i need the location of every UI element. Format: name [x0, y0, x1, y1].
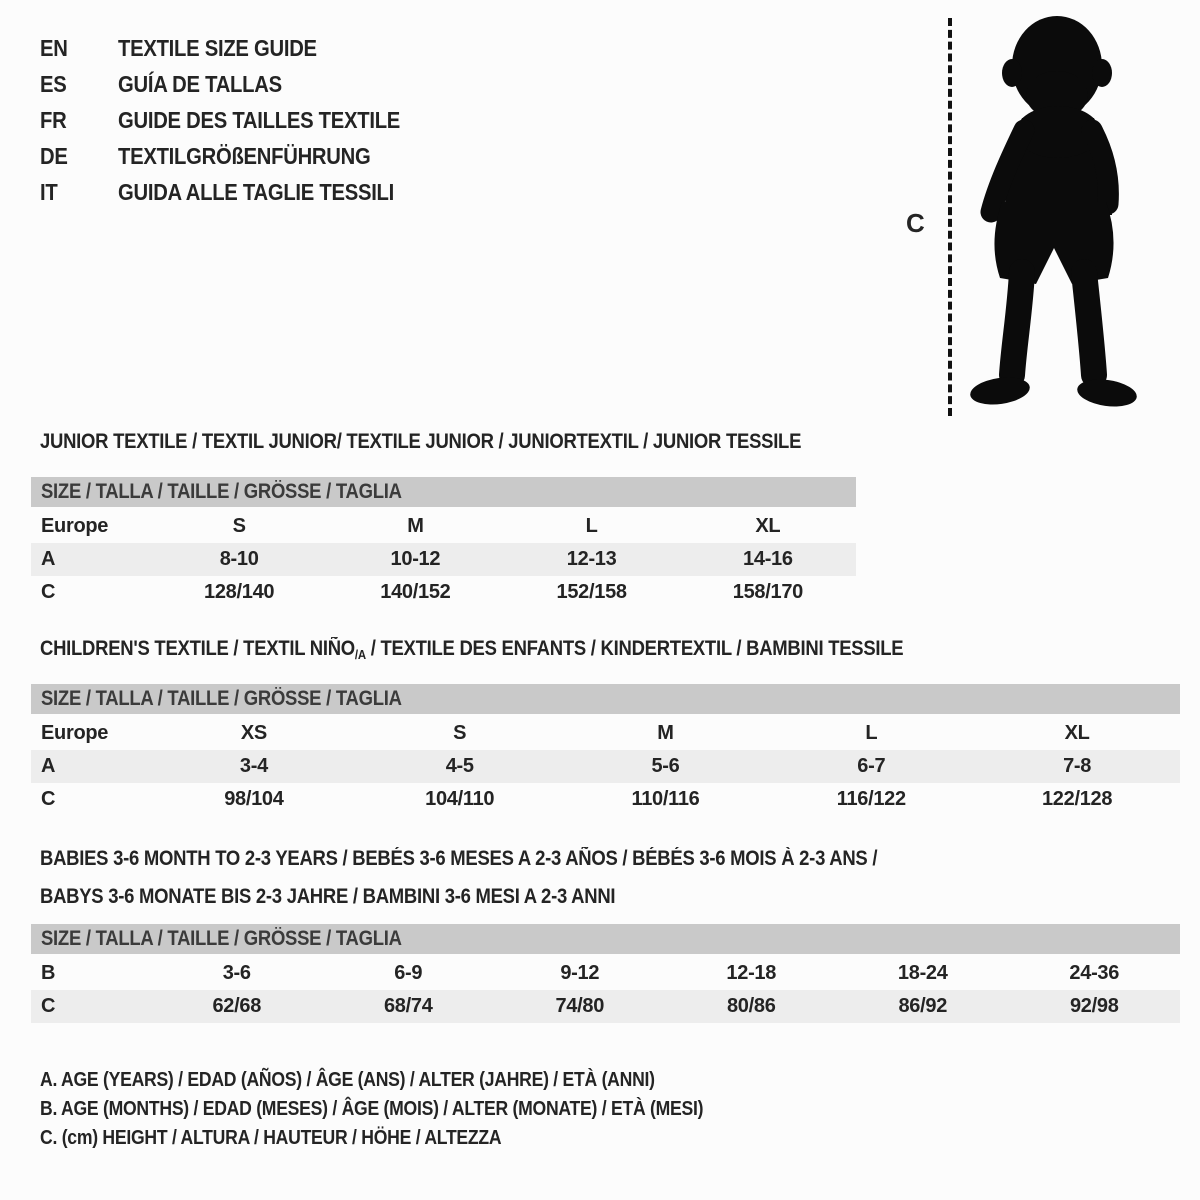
legend-line-a: A. AGE (YEARS) / EDAD (AÑOS) / ÂGE (ANS)…: [40, 1069, 655, 1091]
table-row-b: B 3-6 6-9 9-12 12-18 18-24 24-36: [31, 957, 1180, 990]
toddler-silhouette: [970, 16, 1137, 407]
row-label: B: [41, 962, 56, 984]
language-row: DE TEXTILGRÖßENFÜHRUNG: [40, 138, 439, 174]
size-table-header: SIZE / TALLA / TAILLE / GRÖSSE / TAGLIA: [31, 684, 1180, 714]
size-cell: 18-24: [897, 962, 948, 984]
row-label: C: [41, 788, 56, 810]
language-row: IT GUIDA ALLE TAGLIE TESSILI: [40, 174, 439, 210]
language-label: GUIDA ALLE TAGLIE TESSILI: [118, 178, 395, 205]
table-row-a: A 3-4 4-5 5-6 6-7 7-8: [31, 750, 1180, 783]
size-cell: 8-10: [219, 548, 259, 570]
table-row-c: C 62/68 68/74 74/80 80/86 86/92 92/98: [31, 990, 1180, 1023]
babies-heading-line2: BABYS 3-6 MONATE BIS 2-3 JAHRE / BAMBINI…: [40, 885, 616, 908]
size-cell: 122/128: [1041, 788, 1113, 810]
row-label: A: [41, 755, 56, 777]
babies-section-heading: BABIES 3-6 MONTH TO 2-3 YEARS / BEBÉS 3-…: [40, 840, 991, 916]
language-code: ES: [40, 70, 67, 97]
language-label: GUIDE DES TAILLES TEXTILE: [118, 106, 401, 133]
size-cell: 92/98: [1069, 995, 1119, 1017]
language-code: IT: [40, 178, 58, 205]
size-cell: 10-12: [390, 548, 441, 570]
row-label: C: [41, 995, 56, 1017]
size-cell: 24-36: [1069, 962, 1120, 984]
children-section-heading: CHILDREN'S TEXTILE / TEXTIL NIÑO/A / TEX…: [40, 637, 1021, 662]
size-cell: 3-6: [222, 962, 251, 984]
size-cell: 80/86: [726, 995, 776, 1017]
size-cell: 158/170: [732, 581, 804, 603]
row-label: C: [41, 581, 56, 603]
children-size-table: SIZE / TALLA / TAILLE / GRÖSSE / TAGLIA …: [31, 684, 1180, 816]
size-cell: 6-7: [857, 755, 886, 777]
language-list: EN TEXTILE SIZE GUIDE ES GUÍA DE TALLAS …: [40, 30, 439, 210]
size-cell: 14-16: [743, 548, 793, 570]
size-table-header: SIZE / TALLA / TAILLE / GRÖSSE / TAGLIA: [31, 924, 1180, 954]
size-cell: M: [657, 722, 674, 744]
table-row-c: C 98/104 104/110 110/116 116/122 122/128: [31, 783, 1180, 816]
size-cell: M: [407, 515, 424, 537]
size-cell: S: [232, 515, 246, 537]
size-cell: XL: [755, 515, 781, 537]
table-row-c: C 128/140 140/152 152/158 158/170: [31, 576, 856, 609]
size-cell: 12-13: [566, 548, 617, 570]
row-label: Europe: [41, 722, 109, 744]
size-cell: 98/104: [224, 788, 284, 810]
height-measure-line: [948, 18, 952, 416]
table-row-europe: Europe S M L XL: [31, 510, 856, 543]
size-cell: 152/158: [556, 581, 628, 603]
row-label: A: [41, 548, 56, 570]
size-table-header: SIZE / TALLA / TAILLE / GRÖSSE / TAGLIA: [31, 477, 856, 507]
size-cell: 12-18: [726, 962, 777, 984]
children-heading-post: / TEXTILE DES ENFANTS / KINDERTEXTIL / B…: [365, 637, 904, 660]
size-cell: 128/140: [204, 581, 275, 603]
table-row-europe: Europe XS S M L XL: [31, 717, 1180, 750]
junior-size-table: SIZE / TALLA / TAILLE / GRÖSSE / TAGLIA …: [31, 477, 856, 609]
babies-heading-line1: BABIES 3-6 MONTH TO 2-3 YEARS / BEBÉS 3-…: [40, 847, 878, 870]
children-heading-pre: CHILDREN'S TEXTILE / TEXTIL NIÑO: [40, 637, 355, 660]
size-cell: 104/110: [425, 788, 495, 810]
measurement-legend: A. AGE (YEARS) / EDAD (AÑOS) / ÂGE (ANS)…: [40, 1066, 794, 1153]
size-cell: 6-9: [394, 962, 423, 984]
language-row: ES GUÍA DE TALLAS: [40, 66, 439, 102]
table-row-a: A 8-10 10-12 12-13 14-16: [31, 543, 856, 576]
size-cell: XS: [240, 722, 267, 744]
height-measure-label: C: [906, 208, 925, 238]
size-cell: 9-12: [560, 962, 600, 984]
language-code: FR: [40, 106, 67, 133]
size-cell: 86/92: [898, 995, 948, 1017]
size-cell: 116/122: [836, 788, 906, 810]
legend-line-c: C. (cm) HEIGHT / ALTURA / HAUTEUR / HÖHE…: [40, 1127, 502, 1149]
size-cell: 140/152: [380, 581, 451, 603]
size-cell: S: [453, 722, 467, 744]
language-code: EN: [40, 34, 68, 61]
language-label: TEXTILE SIZE GUIDE: [118, 34, 317, 61]
size-cell: 110/116: [631, 788, 700, 810]
size-cell: XL: [1064, 722, 1090, 744]
row-label: Europe: [41, 515, 109, 537]
language-row: FR GUIDE DES TAILLES TEXTILE: [40, 102, 439, 138]
language-label: TEXTILGRÖßENFÜHRUNG: [118, 142, 371, 169]
size-cell: 68/74: [383, 995, 433, 1017]
size-cell: 62/68: [212, 995, 262, 1017]
size-cell: 5-6: [651, 755, 680, 777]
junior-section-heading: JUNIOR TEXTILE / TEXTIL JUNIOR/ TEXTILE …: [40, 430, 802, 453]
legend-line-b: B. AGE (MONTHS) / EDAD (MESES) / ÂGE (MO…: [40, 1098, 704, 1120]
language-row: EN TEXTILE SIZE GUIDE: [40, 30, 439, 66]
size-cell: L: [865, 722, 878, 744]
size-cell: 3-4: [239, 755, 268, 777]
language-code: DE: [40, 142, 68, 169]
children-heading-sub: /A: [354, 647, 366, 662]
size-cell: L: [585, 515, 598, 537]
language-label: GUÍA DE TALLAS: [118, 70, 282, 97]
babies-size-table: SIZE / TALLA / TAILLE / GRÖSSE / TAGLIA …: [31, 924, 1180, 1023]
size-cell: 7-8: [1063, 755, 1092, 777]
size-cell: 4-5: [445, 755, 474, 777]
size-cell: 74/80: [555, 995, 605, 1017]
